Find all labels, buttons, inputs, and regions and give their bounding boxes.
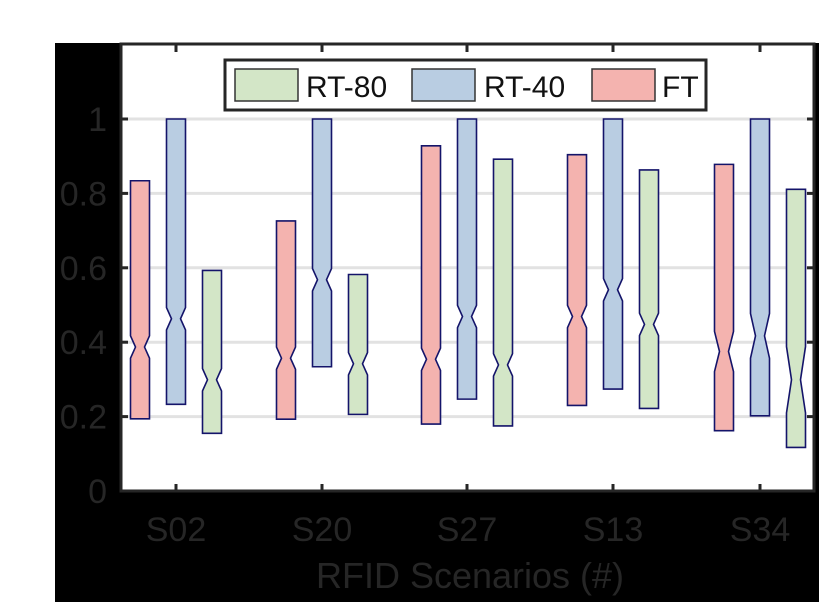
box-rt-80-s34 <box>785 188 807 449</box>
box-rt-40-s02 <box>165 118 187 406</box>
box-rt-40-s34 <box>749 118 771 417</box>
x-axis-tick-labels: S02 S20 S27 S13 S34 <box>146 511 791 549</box>
y-tick-label: 1 <box>88 101 107 139</box>
y-tick-label: 0 <box>88 473 107 511</box>
y-tick-label: 0.6 <box>60 250 107 288</box>
x-tick-label: S34 <box>730 511 791 549</box>
y-tick-label: 0.8 <box>60 175 107 213</box>
series-rt-80 <box>201 158 807 449</box>
x-tick-label: S02 <box>146 511 207 549</box>
axes-frame <box>119 42 816 493</box>
x-tick-label: S13 <box>583 511 644 549</box>
box-rt-40-s27 <box>456 118 478 400</box>
legend-swatch-rt-80 <box>234 68 299 102</box>
box-ft-s34 <box>713 163 735 432</box>
x-tick-label: S20 <box>292 511 353 549</box>
box-rt-80-s20 <box>347 273 369 416</box>
box-ft-s20 <box>275 220 297 421</box>
legend-label-rt-40: RT-40 <box>484 71 565 104</box>
box-ft-s27 <box>420 144 442 425</box>
box-ft-s13 <box>566 153 588 407</box>
x-tick-label: S27 <box>437 511 498 549</box>
box-rt-40-s13 <box>602 118 624 390</box>
legend-swatch-ft <box>591 68 656 102</box>
box-series <box>129 118 807 449</box>
series-ft <box>129 144 735 432</box>
box-rt-80-s02 <box>201 269 223 435</box>
legend-label-ft: FT <box>662 71 699 104</box>
box-rt-80-s27 <box>492 158 514 427</box>
y-axis-tick-labels: 0 0.2 0.4 0.6 0.8 1 <box>60 101 107 511</box>
series-rt-40 <box>165 118 771 417</box>
legend: RT-80 RT-40 FT <box>223 58 708 112</box>
legend-label-rt-80: RT-80 <box>306 71 387 104</box>
x-axis-label: RFID Scenarios (#) <box>316 555 624 596</box>
y-tick-label: 0.2 <box>60 399 107 437</box>
box-rt-40-s20 <box>311 118 333 368</box>
box-rt-80-s13 <box>638 169 660 410</box>
y-tick-label: 0.4 <box>60 324 107 362</box>
legend-swatch-rt-40 <box>411 68 476 102</box>
box-ft-s02 <box>129 179 151 420</box>
